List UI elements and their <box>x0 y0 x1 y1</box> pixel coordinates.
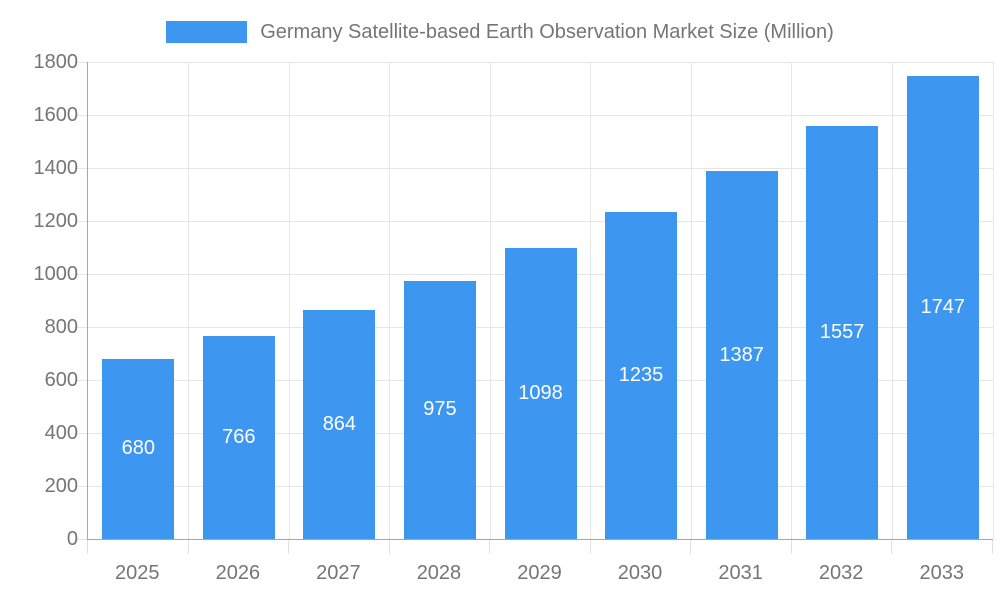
y-axis-label: 1200 <box>33 210 79 232</box>
x-axis-label: 2029 <box>517 562 562 584</box>
x-gridline <box>791 62 793 539</box>
x-axis-tick <box>690 540 692 554</box>
y-axis-tick <box>75 433 87 434</box>
x-axis-tick <box>187 540 189 554</box>
legend: Germany Satellite-based Earth Observatio… <box>0 20 1000 44</box>
x-gridline <box>489 62 491 539</box>
chart-title: Germany Satellite-based Earth Observatio… <box>260 20 834 43</box>
bar: 1387 <box>705 171 778 539</box>
bar-value-label: 766 <box>222 425 256 448</box>
x-axis-label: 2030 <box>617 562 663 584</box>
y-axis-label: 600 <box>44 369 78 391</box>
x-axis-label: 2031 <box>718 562 763 584</box>
bar: 975 <box>403 280 476 539</box>
y-axis-label: 400 <box>44 422 78 444</box>
bar-value-label: 1747 <box>920 296 965 318</box>
bar: 680 <box>102 358 175 539</box>
bar-value-label: 1557 <box>819 321 865 344</box>
y-axis-label: 1000 <box>33 263 79 285</box>
x-axis-tick <box>790 540 792 554</box>
y-axis-tick <box>75 221 87 222</box>
x-gridline <box>288 62 290 539</box>
x-axis-tick <box>891 540 893 554</box>
y-gridline <box>88 220 993 222</box>
y-axis-tick <box>75 539 87 540</box>
y-axis-tick <box>75 168 87 169</box>
y-axis-tick <box>75 486 87 487</box>
bar: 1747 <box>906 76 979 539</box>
y-axis-tick <box>75 274 87 275</box>
y-axis-label: 1400 <box>33 157 79 179</box>
x-axis-tick <box>489 540 491 554</box>
x-axis-tick <box>87 540 88 554</box>
bar: 766 <box>202 336 275 539</box>
x-axis-tick <box>388 540 390 554</box>
y-gridline <box>88 61 993 63</box>
x-gridline <box>389 62 391 539</box>
x-axis-label: 2033 <box>919 562 964 584</box>
x-gridline <box>690 62 692 539</box>
y-axis-label: 1800 <box>33 51 79 73</box>
x-axis-label: 2028 <box>416 562 462 584</box>
bar-value-label: 864 <box>322 413 357 435</box>
legend-swatch <box>166 21 248 43</box>
bar: 1098 <box>504 248 577 539</box>
y-axis-label: 0 <box>66 528 78 550</box>
bar-value-label: 975 <box>423 398 457 421</box>
bar: 864 <box>303 310 376 539</box>
x-gridline <box>188 62 190 539</box>
bar-value-label: 1387 <box>719 343 764 366</box>
y-axis-tick <box>75 62 87 63</box>
y-axis-label: 1600 <box>33 104 79 126</box>
y-gridline <box>88 114 993 116</box>
bar-value-label: 1235 <box>618 363 664 386</box>
x-axis-tick <box>992 540 993 554</box>
x-axis-label: 2027 <box>316 562 361 584</box>
x-axis-tick <box>288 540 290 554</box>
x-gridline <box>891 62 893 539</box>
x-axis-tick <box>589 540 591 554</box>
y-axis-label: 200 <box>44 475 78 497</box>
plot-area: 680 766 864 975 1098 1235 1387 1557 1747 <box>87 61 994 540</box>
bar-value-label: 680 <box>121 437 155 460</box>
y-axis-tick <box>75 327 87 328</box>
y-axis-tick <box>75 115 87 116</box>
x-gridline <box>590 62 592 539</box>
x-axis-label: 2032 <box>818 562 864 584</box>
y-gridline <box>88 167 993 169</box>
x-axis-label: 2026 <box>215 562 261 584</box>
x-gridline <box>992 62 994 539</box>
bar-value-label: 1098 <box>518 382 563 404</box>
bar: 1557 <box>806 126 879 539</box>
y-axis-tick <box>75 380 87 381</box>
x-axis-label: 2025 <box>115 562 160 584</box>
y-axis-label: 800 <box>44 316 78 338</box>
bar: 1235 <box>605 211 678 539</box>
